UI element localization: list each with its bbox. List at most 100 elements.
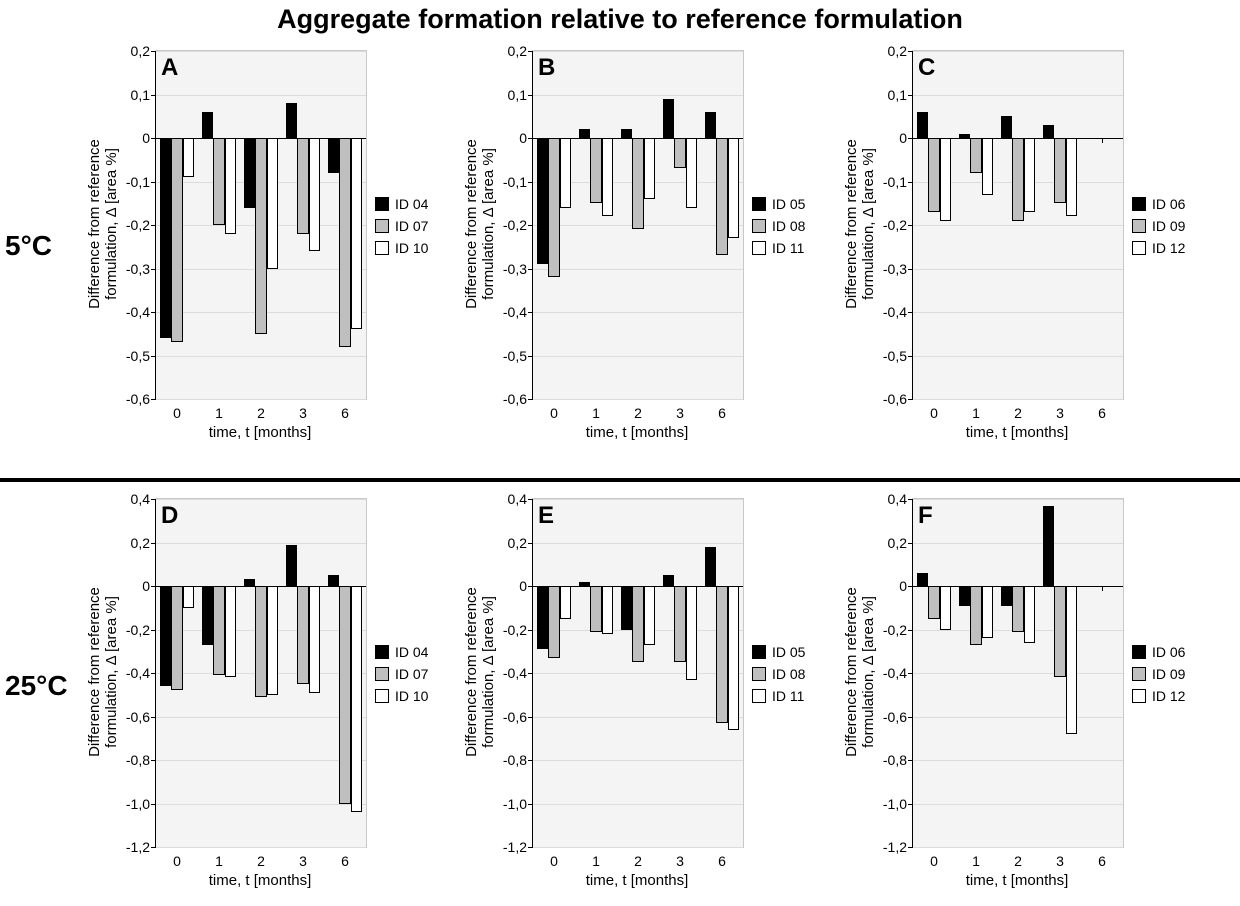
xtick-label: 0 [550,853,558,869]
legend-swatch [1132,197,1146,211]
panel-letter: F [918,502,933,530]
legend-swatch [375,667,389,681]
bar [728,138,739,238]
ytick-label: 0,1 [888,87,907,103]
legend-label: ID 08 [772,666,805,682]
legend-item: ID 11 [752,240,805,256]
bar [674,138,685,168]
bar [621,129,632,138]
bar [1001,116,1012,138]
bar [940,138,951,221]
legend-swatch [752,197,766,211]
legend-item: ID 08 [752,218,805,234]
xtick-label: 1 [215,853,223,869]
bar [982,586,993,638]
ytick-label: -0,2 [883,622,907,638]
bar [959,586,970,606]
ytick-label: -0,4 [126,304,150,320]
bar [160,586,171,686]
legend-swatch [375,241,389,255]
legend-label: ID 11 [772,688,804,704]
x-axis-label: time, t [months] [209,424,312,441]
xtick-label: 3 [299,853,307,869]
ytick-label: -0,2 [126,622,150,638]
xtick-label: 0 [930,853,938,869]
bar [351,586,362,812]
xtick-label: 0 [173,853,181,869]
legend-item: ID 11 [752,688,805,704]
bar [160,138,171,338]
panel-letter: A [161,54,178,82]
ytick-label: 0,4 [508,491,527,507]
plot-area: -0,6-0,5-0,4-0,3-0,2-0,100,10,201236 [912,50,1124,400]
xtick-label: 6 [341,853,349,869]
bar [716,138,727,255]
ytick-label: -0,6 [126,709,150,725]
ytick-label: -0,4 [883,665,907,681]
ytick-label: -1,0 [883,796,907,812]
panel-D: -1,2-1,0-0,8-0,6-0,4-0,200,20,401236time… [85,488,475,906]
panel-C: -0,6-0,5-0,4-0,3-0,2-0,100,10,201236time… [842,40,1232,458]
ytick-label: 0 [519,130,527,146]
panel-E: -1,2-1,0-0,8-0,6-0,4-0,200,20,401236 time… [462,488,852,906]
bar [970,138,981,173]
ytick-label: 0,2 [508,535,527,551]
legend-label: ID 07 [395,218,428,234]
bar [716,586,727,723]
legend-swatch [1132,645,1146,659]
ytick-label: 0,2 [131,43,150,59]
y-axis-label: Difference from referenceformulation, Δ … [86,587,120,757]
bar [183,586,194,608]
xtick-label: 2 [634,405,642,421]
bar [213,586,224,675]
bar [579,582,590,586]
xtick-label: 6 [718,405,726,421]
main-title: Aggregate formation relative to referenc… [0,4,1240,35]
legend-swatch [752,219,766,233]
xtick-label: 2 [1014,405,1022,421]
ytick-label: -0,2 [883,217,907,233]
x-axis-label: time, t [months] [209,872,312,889]
bar [548,138,559,277]
ytick-label: -0,1 [883,174,907,190]
bar [1066,586,1077,734]
ytick-label: -0,4 [883,304,907,320]
x-axis-label: time, t [months] [586,424,689,441]
legend-swatch [1132,241,1146,255]
bar [621,586,632,630]
bar [548,586,559,658]
legend: ID 06ID 09ID 12 [1132,644,1185,710]
bar [255,586,266,697]
bar [309,586,320,693]
xtick-label: 2 [257,853,265,869]
bar [959,134,970,138]
bar [225,586,236,677]
legend-swatch [1132,219,1146,233]
legend-label: ID 09 [1152,666,1185,682]
bar [1054,138,1065,203]
y-axis-label: Difference from referenceformulation, Δ … [463,139,497,309]
bar [286,545,297,586]
x-axis-label: time, t [months] [586,872,689,889]
bar [171,586,182,690]
legend-item: ID 09 [1132,218,1185,234]
legend: ID 05ID 08ID 11 [752,196,805,262]
legend: ID 05ID 08ID 11 [752,644,805,710]
ytick-label: -0,6 [126,391,150,407]
legend-swatch [752,241,766,255]
plot-area: -0,6-0,5-0,4-0,3-0,2-0,100,10,201236 [532,50,744,400]
ytick-label: 0,4 [888,491,907,507]
legend-label: ID 10 [395,688,428,704]
legend-label: ID 04 [395,644,428,660]
legend-item: ID 10 [375,240,428,256]
ytick-label: -0,1 [503,174,527,190]
legend-label: ID 04 [395,196,428,212]
ytick-label: 0,1 [131,87,150,103]
plot-area: -1,2-1,0-0,8-0,6-0,4-0,200,20,401236 [532,498,744,848]
legend-label: ID 08 [772,218,805,234]
ytick-label: -1,0 [503,796,527,812]
bar [244,579,255,586]
legend-item: ID 06 [1132,196,1185,212]
xtick-label: 3 [676,853,684,869]
bar [940,586,951,630]
